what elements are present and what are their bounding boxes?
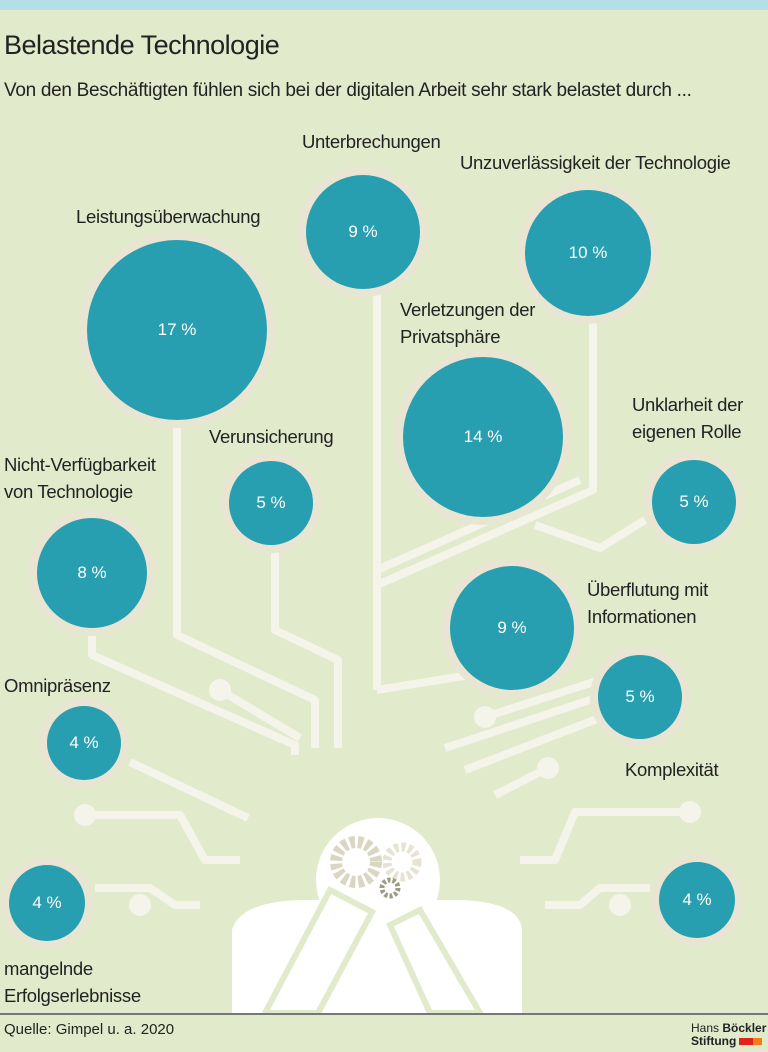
bubble-value: 5 % [679,492,709,511]
circuit-lines [85,290,690,909]
bubble-value: 14 % [463,427,503,446]
gear-icon [330,836,382,888]
gear-icon [379,877,401,899]
bubble [306,175,420,289]
page-title: Belastende Technologie [4,30,280,60]
gear-icon [382,842,422,882]
bubbles [1,167,744,949]
bubble [598,655,682,739]
bubble-value: 10 % [568,243,608,262]
bubble-value: 5 % [256,493,286,512]
source-note: Quelle: Gimpel u. a. 2020 [4,1021,175,1038]
bubble [659,862,735,938]
logo-text: Stiftung [691,1034,737,1048]
bubble-value: 4 % [69,733,99,752]
bubble-value: 8 % [77,563,107,582]
label-leistungsueberwachung: Leistungsüberwachung [76,206,261,227]
bubble-value: 17 % [157,320,197,339]
label-unklarheit: Unklarheit der eigenen Rolle [632,394,743,442]
logo-text: Böckler [722,1021,767,1035]
bubble-value: 4 % [682,890,712,909]
bubble [229,461,313,545]
bubble [652,460,736,544]
bubble-value: 4 % [32,893,62,912]
label-ueberflutung: Überflutung mit Informationen [587,579,708,627]
bubble [37,518,147,628]
logo-bar [739,1038,763,1045]
bubble [9,865,85,941]
bubble-value: 9 % [348,222,378,241]
label-mangelnde-erfolgserlebnisse: mangelnde Erfolgserlebnisse [4,958,141,1006]
bubble-value: 9 % [497,618,527,637]
circuit-nodes [74,679,701,916]
bubble-value: 5 % [625,687,655,706]
footer-divider [0,1013,768,1015]
top-bar [0,0,768,10]
page-subtitle: Von den Beschäftigten fühlen sich bei de… [4,80,692,101]
person-figure [232,818,522,1016]
label-verunsicherung: Verunsicherung [209,426,334,447]
label-komplexitaet: Komplexität [625,759,719,780]
bubble [87,240,267,420]
label-unterbrechungen: Unterbrechungen [302,131,441,152]
logo-text: Hans [691,1021,720,1035]
bubble [47,706,121,780]
bubble [450,566,574,690]
label-unzuverlaessigkeit: Unzuverlässigkeit der Technologie [460,152,731,173]
label-privatsphaere: Verletzungen der Privatsphäre [400,299,536,347]
bubble [525,190,651,316]
label-omnipraesenz: Omnipräsenz [4,675,111,696]
label-nicht-verfuegbarkeit: Nicht-Verfügbarkeit von Technologie [4,454,156,502]
bubble [403,357,563,517]
hans-boeckler-logo: Hans Böckler Stiftung [691,1022,766,1048]
